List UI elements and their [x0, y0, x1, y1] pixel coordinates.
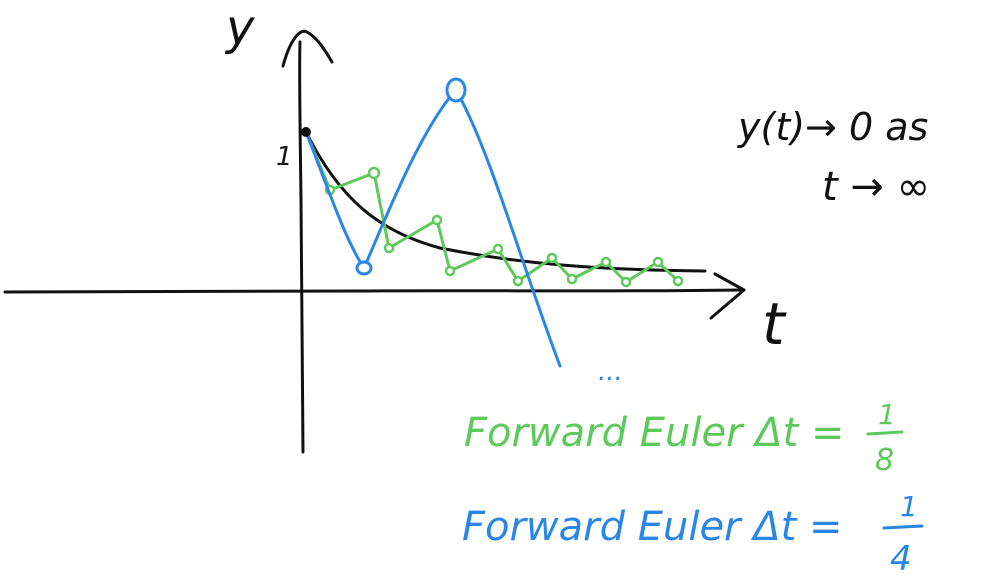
legend-green-fraction-bar	[866, 430, 904, 436]
legend-blue: Forward Euler Δt = 1 4	[462, 490, 924, 579]
euler-dt-1-8-point	[431, 214, 443, 226]
annotation-line-2: t → ∞	[822, 164, 930, 210]
euler-dt-1-4-series	[304, 77, 562, 368]
initial-point	[301, 127, 311, 137]
legend-blue-fraction-bar	[882, 524, 924, 530]
legend-green-numerator: 1	[878, 398, 896, 431]
legend-green-denominator: 8	[875, 443, 894, 478]
euler-dt-1-4-line	[304, 88, 562, 368]
y-axis-arrowhead	[281, 29, 334, 68]
euler-dt-1-8-point	[652, 256, 664, 268]
euler-dt-1-8-series	[304, 130, 684, 288]
exact-solution-curve	[304, 130, 707, 273]
annotation-line-1: y(t)→ 0 as	[737, 105, 928, 149]
euler-dt-1-8-point	[492, 243, 504, 255]
legend-blue-denominator: 4	[890, 539, 912, 579]
legend-blue-numerator: 1	[900, 490, 918, 523]
y-axis	[298, 40, 305, 454]
y-tick-1: 1	[276, 142, 293, 172]
euler-dt-1-8-point	[383, 242, 395, 254]
euler-dt-1-8-point	[672, 275, 684, 287]
euler-dt-1-8-point	[444, 265, 456, 277]
x-axis-label: t	[762, 290, 787, 358]
euler-dt-1-4-point	[445, 77, 467, 103]
legend-blue-label: Forward Euler Δt =	[462, 504, 843, 550]
euler-dt-1-8-point	[367, 166, 381, 180]
x-axis-arrowhead	[709, 272, 746, 320]
euler-dt-1-8-point	[566, 273, 578, 285]
y-axis-label: y	[224, 0, 255, 56]
legend-green: Forward Euler Δt = 1 8	[464, 398, 904, 478]
legend-green-label: Forward Euler Δt =	[464, 410, 845, 456]
euler-dt-1-8-point	[512, 275, 524, 287]
euler-dt-1-8-point	[546, 252, 558, 264]
axes: y t 1	[3, 0, 787, 454]
euler-dt-1-8-point	[620, 276, 632, 288]
x-axis	[3, 288, 744, 294]
euler-dt-1-4-point	[355, 260, 373, 276]
euler-dt-1-8-point	[600, 256, 612, 268]
ellipsis: ...	[598, 357, 623, 387]
